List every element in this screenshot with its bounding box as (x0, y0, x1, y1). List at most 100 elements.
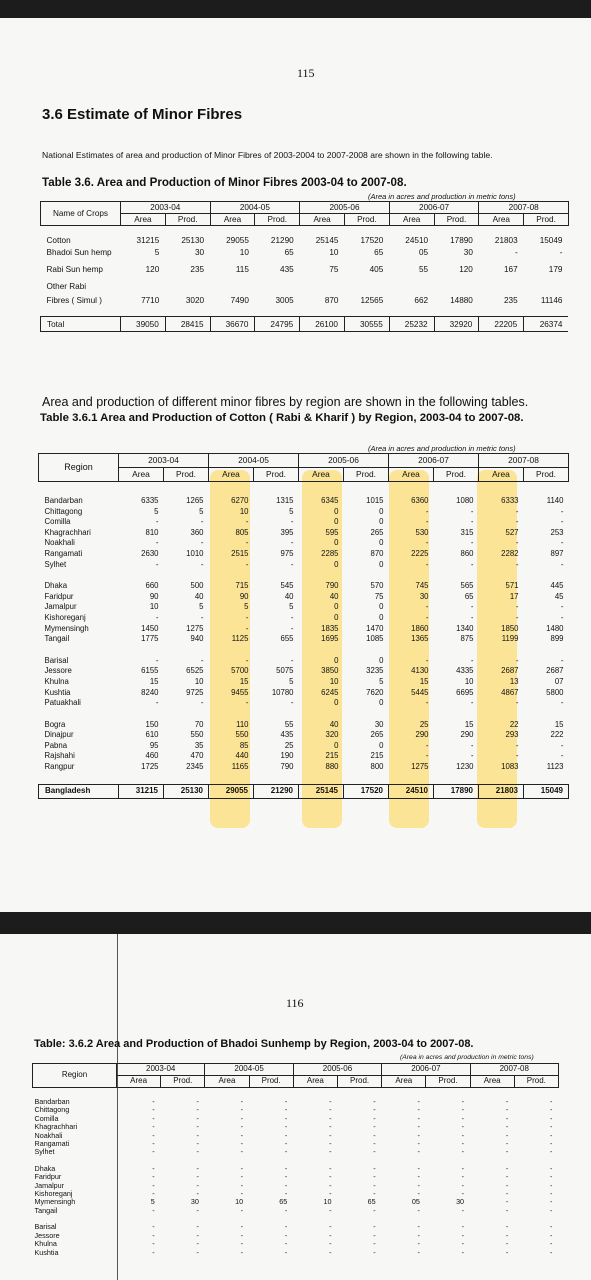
prod-cell: - (560, 751, 564, 761)
prod-cell: 30 (374, 719, 384, 729)
prod-cell: - (461, 1123, 465, 1132)
table-row: Chittagong - - - - - - - - - - (33, 1106, 559, 1114)
prod-cell: 190 (280, 751, 294, 761)
prod-cell: - (470, 559, 474, 569)
area-cell: 1275 (411, 762, 429, 772)
prod-cell: 3020 (185, 295, 205, 305)
prod-cell: 870 (370, 548, 384, 558)
prod-cell: - (550, 1231, 553, 1240)
area-cell: 22205 (478, 316, 525, 332)
area-header: Area (204, 1075, 250, 1088)
prod-cell: 5 (289, 506, 294, 516)
area-cell: 75 (329, 264, 339, 274)
prod-cell: 179 (548, 264, 563, 274)
prod-cell: - (200, 517, 204, 527)
area-cell: 25145 (315, 235, 339, 245)
area-header: Area (115, 1075, 162, 1088)
table-row: Bogra 150 70 110 55 40 30 25 15 22 15 (39, 720, 569, 731)
prod-cell: - (461, 1148, 465, 1157)
area-cell: - (155, 655, 159, 665)
table-row: Chittagong 5 5 10 5 0 0 - - - - (39, 507, 569, 518)
area-header: Area (381, 1075, 427, 1088)
prod-cell: - (560, 740, 564, 750)
row-spacer (33, 1157, 559, 1165)
area-cell: - (245, 612, 249, 622)
area-cell: 40 (329, 719, 339, 729)
prod-cell: 24795 (254, 316, 301, 332)
table-row: Tangail - - - - - - - - - - (33, 1207, 559, 1215)
area-cell: - (417, 1240, 420, 1249)
area-cell: - (515, 751, 519, 761)
row-label: Mymensingh (44, 623, 89, 633)
prod-cell: - (550, 1106, 553, 1115)
table-row: Dhaka - - - - - - - - - - (33, 1165, 559, 1173)
area-cell: 13 (509, 676, 519, 686)
area-cell: - (329, 1231, 332, 1240)
area-cell: - (425, 506, 429, 516)
area-cell: - (515, 612, 519, 622)
region-header: Region (32, 1063, 117, 1088)
table-row: Khulna 15 10 15 5 10 5 15 10 13 07 (39, 677, 569, 688)
prod-cell: - (196, 1164, 199, 1173)
prod-cell: 15049 (539, 235, 563, 245)
area-cell: - (505, 1223, 509, 1232)
prod-cell: 40 (194, 591, 204, 601)
table-row: Rajshahi 460 470 440 190 215 215 - - - - (39, 751, 569, 762)
prod-cell: 570 (370, 581, 384, 591)
area-cell: 6335 (141, 496, 159, 505)
prod-cell (165, 280, 210, 292)
area-cell: - (425, 751, 429, 761)
row-label: Comilla (44, 517, 71, 527)
row-label: Kushtia (34, 1248, 59, 1257)
prod-cell: - (560, 655, 564, 665)
prod-cell: - (550, 1248, 553, 1257)
prod-cell: - (290, 698, 294, 708)
prod-cell: 65 (464, 591, 474, 601)
year-header: 2007-08 (478, 453, 569, 468)
area-cell: - (417, 1148, 420, 1157)
prod-cell: - (461, 1248, 465, 1257)
row-label: Dhaka (34, 1164, 56, 1173)
area-cell: 26100 (299, 316, 345, 332)
row-label: Bogra (44, 719, 66, 729)
area-cell: 1725 (141, 762, 159, 772)
table-row: Noakhali - - - - - - - - - - (33, 1132, 559, 1140)
table-row: Sylhet - - - - 0 0 - - - - (39, 560, 569, 571)
area-cell (210, 280, 255, 292)
area-cell: - (152, 1114, 155, 1123)
row-label: Total (40, 316, 121, 332)
area-cell: 5445 (411, 687, 429, 697)
year-header: 2004-05 (209, 201, 301, 214)
area-cell: 0 (334, 506, 339, 516)
prod-cell: 0 (379, 612, 384, 622)
area-cell: 21803 (494, 235, 518, 245)
prod-header: Prod. (425, 1075, 471, 1088)
row-label: Tangail (44, 634, 70, 644)
prod-cell: 1015 (366, 496, 384, 505)
prod-cell: - (550, 1131, 553, 1140)
area-cell (121, 280, 166, 292)
row-label: Khagrachhari (44, 527, 91, 537)
area-cell: - (417, 1190, 420, 1199)
table-row: Fibres ( Simul ) 7710 3020 7490 3005 870 12565… (41, 292, 569, 308)
prod-cell: - (550, 1240, 553, 1249)
row-label: Kushtia (44, 687, 71, 697)
area-cell: - (155, 559, 159, 569)
prod-cell: - (560, 612, 564, 622)
area-cell: - (505, 1206, 509, 1215)
prod-cell: - (196, 1148, 199, 1157)
prod-cell: - (284, 1131, 288, 1140)
table-row: Dhaka 660 500 715 545 790 570 745 565 571 445 (39, 581, 569, 592)
area-cell: - (417, 1114, 420, 1123)
prod-cell: 445 (550, 581, 564, 591)
prod-cell: - (470, 612, 474, 622)
area-cell: - (152, 1240, 155, 1249)
prod-cell: 500 (190, 581, 204, 591)
prod-cell: 1480 (546, 623, 564, 633)
prod-cell: - (461, 1223, 465, 1232)
area-cell: - (240, 1248, 244, 1257)
row-label: Barisal (44, 655, 69, 665)
area-cell: - (240, 1123, 244, 1132)
prod-cell: - (290, 623, 294, 633)
prod-cell: 1265 (186, 496, 204, 505)
